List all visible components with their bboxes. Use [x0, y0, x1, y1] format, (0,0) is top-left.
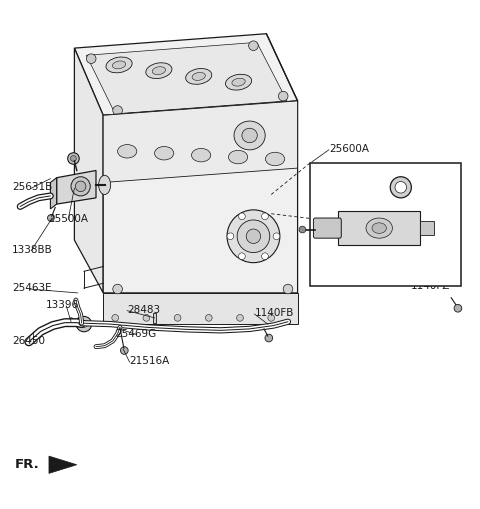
- Circle shape: [75, 317, 88, 329]
- Circle shape: [48, 215, 54, 221]
- Text: 1140FB: 1140FB: [254, 308, 294, 318]
- Ellipse shape: [106, 57, 132, 73]
- Ellipse shape: [265, 152, 285, 166]
- Ellipse shape: [112, 61, 126, 69]
- Circle shape: [113, 284, 122, 294]
- Polygon shape: [49, 456, 77, 473]
- Circle shape: [239, 253, 245, 260]
- Circle shape: [454, 304, 462, 312]
- Circle shape: [81, 321, 87, 327]
- Circle shape: [278, 91, 288, 101]
- Ellipse shape: [226, 74, 252, 90]
- Polygon shape: [338, 211, 420, 245]
- Circle shape: [283, 284, 293, 294]
- Circle shape: [71, 156, 76, 161]
- Text: 28483: 28483: [127, 305, 160, 315]
- Text: 1140FZ: 1140FZ: [410, 280, 450, 291]
- Polygon shape: [74, 48, 103, 293]
- Text: 25500A: 25500A: [48, 213, 88, 223]
- Circle shape: [67, 318, 75, 326]
- Polygon shape: [86, 42, 287, 114]
- Polygon shape: [57, 171, 96, 204]
- Ellipse shape: [75, 181, 86, 191]
- Polygon shape: [50, 178, 57, 209]
- Ellipse shape: [366, 218, 393, 238]
- Circle shape: [239, 213, 245, 220]
- Text: 25600A: 25600A: [329, 144, 369, 154]
- Circle shape: [113, 106, 122, 116]
- Ellipse shape: [155, 147, 174, 160]
- Text: 39220G: 39220G: [310, 223, 351, 233]
- Ellipse shape: [242, 128, 257, 143]
- Text: 21516A: 21516A: [130, 356, 170, 366]
- Ellipse shape: [146, 63, 172, 78]
- Ellipse shape: [234, 121, 265, 150]
- Circle shape: [249, 41, 258, 50]
- Ellipse shape: [237, 220, 270, 252]
- Ellipse shape: [118, 145, 137, 158]
- Circle shape: [205, 315, 212, 321]
- Text: 25631B: 25631B: [12, 182, 52, 192]
- Text: 25463E: 25463E: [12, 283, 52, 293]
- Ellipse shape: [228, 150, 248, 164]
- Circle shape: [174, 315, 181, 321]
- Circle shape: [268, 315, 275, 321]
- Circle shape: [390, 177, 411, 198]
- Polygon shape: [103, 101, 298, 293]
- Ellipse shape: [246, 229, 261, 243]
- Text: FR.: FR.: [14, 458, 39, 471]
- Circle shape: [262, 213, 268, 220]
- Circle shape: [262, 253, 268, 260]
- Text: 13396: 13396: [46, 300, 79, 310]
- Bar: [420, 221, 434, 235]
- Polygon shape: [153, 313, 156, 323]
- Circle shape: [143, 315, 150, 321]
- Circle shape: [112, 315, 119, 321]
- Text: 26450: 26450: [12, 336, 45, 346]
- Circle shape: [299, 226, 306, 233]
- Polygon shape: [74, 34, 298, 116]
- Circle shape: [120, 347, 128, 354]
- Ellipse shape: [98, 175, 110, 194]
- Ellipse shape: [192, 149, 211, 162]
- Ellipse shape: [192, 72, 205, 80]
- Bar: [310, 163, 461, 286]
- Ellipse shape: [186, 69, 212, 84]
- Circle shape: [76, 317, 92, 332]
- Circle shape: [68, 153, 79, 164]
- Text: 25469G: 25469G: [115, 329, 156, 338]
- Text: 25623R: 25623R: [374, 175, 415, 185]
- Circle shape: [273, 233, 280, 240]
- Polygon shape: [103, 293, 298, 324]
- Ellipse shape: [372, 223, 386, 234]
- Ellipse shape: [152, 67, 166, 75]
- Circle shape: [265, 334, 273, 342]
- FancyBboxPatch shape: [313, 218, 341, 238]
- Polygon shape: [103, 101, 298, 183]
- Circle shape: [237, 315, 243, 321]
- Ellipse shape: [227, 210, 280, 263]
- Circle shape: [227, 233, 234, 240]
- Text: 1338BB: 1338BB: [12, 245, 53, 254]
- Circle shape: [86, 54, 96, 64]
- Ellipse shape: [232, 78, 245, 86]
- Ellipse shape: [71, 177, 90, 196]
- Circle shape: [395, 182, 407, 193]
